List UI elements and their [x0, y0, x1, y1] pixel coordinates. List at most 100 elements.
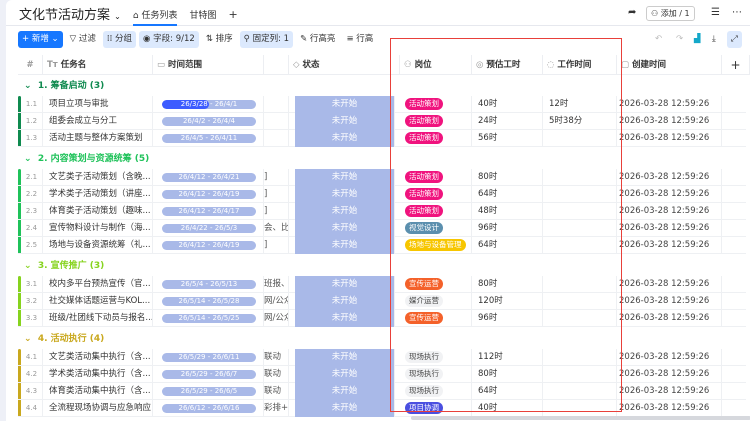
table-row[interactable]: 3.2 社交媒体话题运营与KOL... 26/5/14 - 26/5/28 网/…: [18, 293, 746, 310]
role-cell[interactable]: 现场执行: [400, 349, 472, 366]
work-time-cell[interactable]: [543, 220, 617, 237]
new-button[interactable]: + 新增 ⌄: [18, 31, 63, 48]
work-time-cell[interactable]: 12时: [543, 96, 617, 113]
undo-icon[interactable]: ↶: [655, 34, 663, 44]
group-header[interactable]: ⌄ 4. 活动执行 (4): [24, 332, 104, 346]
status-cell[interactable]: 未开始: [295, 400, 395, 417]
group-header[interactable]: ⌄ 3. 宣传推广 (3): [24, 259, 104, 273]
horizontal-scrollbar[interactable]: [411, 416, 750, 420]
tab-gantt[interactable]: 甘特图: [189, 10, 217, 21]
table-row[interactable]: 2.5 场地与设备资源统筹（礼... 26/4/12 - 26/4/19 ] 未…: [18, 237, 746, 254]
status-cell[interactable]: 未开始: [295, 237, 395, 254]
time-range-cell[interactable]: 26/5/4 - 26/5/13: [153, 276, 264, 293]
col-header-name[interactable]: Tт 任务名: [43, 55, 153, 75]
table-row[interactable]: 2.4 宣传物料设计与制作（海... 26/4/22 - 26/5/3 会、比 …: [18, 220, 746, 237]
time-range-bar[interactable]: 26/4/12 - 26/4/19: [162, 241, 256, 250]
task-name[interactable]: 学术类子活动策划（讲座...: [43, 186, 153, 203]
redo-icon[interactable]: ↷: [676, 34, 684, 44]
table-row[interactable]: 4.4 全流程现场协调与应急响应 26/6/12 - 26/6/16 彩排+ 未…: [18, 400, 746, 417]
estimate-cell[interactable]: 112时: [472, 349, 543, 366]
work-time-cell[interactable]: [543, 130, 617, 147]
time-range-bar[interactable]: 26/5/29 - 26/6/5: [162, 387, 256, 396]
download-icon[interactable]: ⤓: [712, 34, 716, 44]
task-name[interactable]: 体育类子活动策划（趣味...: [43, 203, 153, 220]
table-row[interactable]: 3.3 班级/社团线下动员与报名... 26/5/14 - 26/5/25 网/…: [18, 310, 746, 327]
work-time-cell[interactable]: [543, 276, 617, 293]
status-cell[interactable]: 未开始: [295, 96, 395, 113]
work-time-cell[interactable]: [543, 186, 617, 203]
estimate-cell[interactable]: 40时: [472, 400, 543, 417]
time-range-cell[interactable]: 26/3/28 - 26/4/1: [153, 96, 264, 113]
row-highlight-button[interactable]: ✎ 行高亮: [296, 31, 339, 48]
task-name[interactable]: 宣传物料设计与制作（海...: [43, 220, 153, 237]
status-cell[interactable]: 未开始: [295, 366, 395, 383]
time-range-cell[interactable]: 26/5/14 - 26/5/28: [153, 293, 264, 310]
time-range-cell[interactable]: 26/4/5 - 26/4/11: [153, 130, 264, 147]
status-cell[interactable]: 未开始: [295, 113, 395, 130]
estimate-cell[interactable]: 80时: [472, 276, 543, 293]
table-row[interactable]: 4.2 学术类活动集中执行（含... 26/5/29 - 26/6/7 联动 未…: [18, 366, 746, 383]
add-tab-icon[interactable]: +: [228, 7, 238, 21]
col-header-role[interactable]: ⚇ 岗位: [400, 55, 472, 75]
time-range-bar[interactable]: 26/5/14 - 26/5/25: [162, 314, 256, 323]
work-time-cell[interactable]: [543, 366, 617, 383]
role-cell[interactable]: 宣传运营: [400, 310, 472, 327]
time-range-cell[interactable]: 26/5/29 - 26/6/5: [153, 383, 264, 400]
time-range-bar[interactable]: 26/4/2 - 26/4/4: [162, 117, 256, 126]
estimate-cell[interactable]: 64时: [472, 383, 543, 400]
settings-list-icon[interactable]: ☰: [711, 7, 720, 18]
table-row[interactable]: 4.1 文艺类活动集中执行（含... 26/5/29 - 26/6/11 联动 …: [18, 349, 746, 366]
work-time-cell[interactable]: [543, 169, 617, 186]
role-cell[interactable]: 视觉设计: [400, 220, 472, 237]
time-range-cell[interactable]: 26/4/2 - 26/4/4: [153, 113, 264, 130]
status-cell[interactable]: 未开始: [295, 186, 395, 203]
role-cell[interactable]: 活动策划: [400, 186, 472, 203]
time-range-bar[interactable]: 26/4/12 - 26/4/17: [162, 207, 256, 216]
role-cell[interactable]: 场地与设备管理: [400, 237, 472, 254]
sort-button[interactable]: ⇅ 排序: [202, 31, 237, 48]
task-name[interactable]: 校内多平台预热宣传（官...: [43, 276, 153, 293]
estimate-cell[interactable]: 96时: [472, 310, 543, 327]
estimate-cell[interactable]: 96时: [472, 220, 543, 237]
time-range-cell[interactable]: 26/6/12 - 26/6/16: [153, 400, 264, 417]
task-name[interactable]: 学术类活动集中执行（含...: [43, 366, 153, 383]
role-cell[interactable]: 宣传运营: [400, 276, 472, 293]
time-range-cell[interactable]: 26/4/12 - 26/4/21: [153, 169, 264, 186]
task-name[interactable]: 班级/社团线下动员与报名...: [43, 310, 153, 327]
time-range-bar[interactable]: 26/5/14 - 26/5/28: [162, 297, 256, 306]
work-time-cell[interactable]: [543, 237, 617, 254]
time-range-bar[interactable]: 26/5/29 - 26/6/7: [162, 370, 256, 379]
work-time-cell[interactable]: [543, 293, 617, 310]
task-name[interactable]: 项目立项与审批: [43, 96, 153, 113]
role-cell[interactable]: 现场执行: [400, 383, 472, 400]
time-range-bar[interactable]: 26/4/12 - 26/4/19: [162, 190, 256, 199]
document-title[interactable]: 文化节活动方案 ⌄: [19, 4, 121, 23]
time-range-cell[interactable]: 26/4/12 - 26/4/17: [153, 203, 264, 220]
time-range-cell[interactable]: 26/5/14 - 26/5/25: [153, 310, 264, 327]
share-icon[interactable]: ➦: [628, 7, 637, 18]
status-cell[interactable]: 未开始: [295, 310, 395, 327]
time-range-cell[interactable]: 26/4/22 - 26/5/3: [153, 220, 264, 237]
status-cell[interactable]: 未开始: [295, 169, 395, 186]
estimate-cell[interactable]: 120时: [472, 293, 543, 310]
estimate-cell[interactable]: 64时: [472, 237, 543, 254]
task-name[interactable]: 文艺类子活动策划（含晚...: [43, 169, 153, 186]
table-row[interactable]: 1.2 组委会成立与分工 26/4/2 - 26/4/4 未开始 活动策划 24…: [18, 113, 746, 130]
add-column-button[interactable]: +: [722, 55, 750, 75]
estimate-cell[interactable]: 40时: [472, 96, 543, 113]
tab-task-list[interactable]: ⌂ 任务列表: [132, 6, 178, 26]
role-cell[interactable]: 活动策划: [400, 96, 472, 113]
table-row[interactable]: 2.1 文艺类子活动策划（含晚... 26/4/12 - 26/4/21 ] 未…: [18, 169, 746, 186]
work-time-cell[interactable]: 5时38分: [543, 113, 617, 130]
task-name[interactable]: 文艺类活动集中执行（含...: [43, 349, 153, 366]
pin-column-button[interactable]: ⚲ 固定列: 1: [239, 31, 294, 48]
role-cell[interactable]: 现场执行: [400, 366, 472, 383]
time-range-cell[interactable]: 26/5/29 - 26/6/11: [153, 349, 264, 366]
role-cell[interactable]: 活动策划: [400, 113, 472, 130]
group-button[interactable]: ⁞⁞ 分组: [102, 31, 137, 48]
estimate-cell[interactable]: 80时: [472, 366, 543, 383]
table-row[interactable]: 3.1 校内多平台预热宣传（官... 26/5/4 - 26/5/13 班报、校…: [18, 276, 746, 293]
role-cell[interactable]: 活动策划: [400, 130, 472, 147]
filter-button[interactable]: ▽ 过滤: [66, 31, 100, 48]
time-range-cell[interactable]: 26/5/29 - 26/6/7: [153, 366, 264, 383]
